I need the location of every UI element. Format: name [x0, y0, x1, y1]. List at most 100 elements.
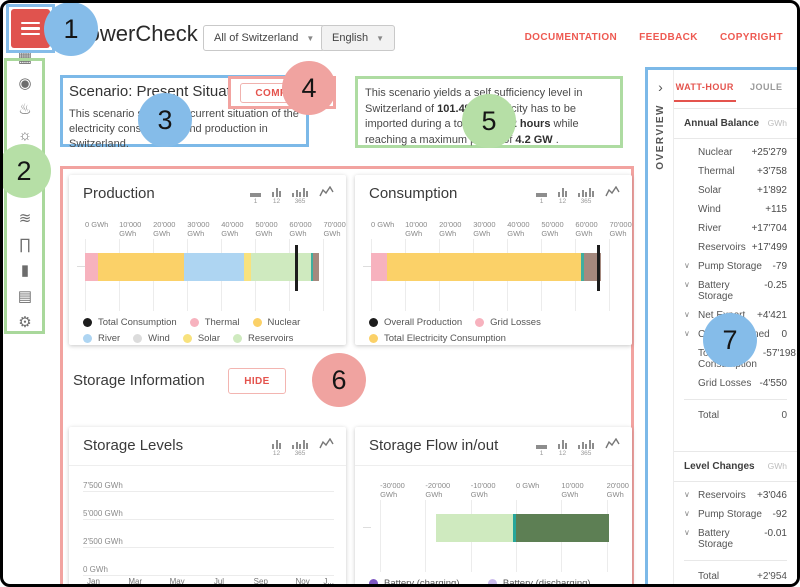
axis-tick-label: 0 GWh: [516, 481, 540, 490]
annotation-circle-3: 3: [138, 93, 192, 147]
section-gap: [684, 431, 787, 445]
scenario-note-icon[interactable]: ▤: [17, 288, 33, 305]
expand-chevron-icon[interactable]: ∨: [684, 261, 690, 270]
axis-gridline: [425, 500, 427, 572]
expand-chevron-icon[interactable]: ∨: [684, 528, 690, 537]
storage-levels-chart: 0 GWh 2'500 GWh 5'000 GWh 7'500 GWh: [83, 480, 334, 576]
river-icon[interactable]: ≋: [18, 210, 32, 227]
documentation-link[interactable]: DOCUMENTATION: [524, 32, 618, 43]
stat-label: Battery Storage: [698, 280, 734, 302]
axis-tick-label: 30'000 GWh: [187, 220, 210, 238]
view-12-icon[interactable]: 12: [272, 440, 281, 457]
axis-tick-label: 0 GWh: [85, 220, 109, 229]
reservoir-dam-icon[interactable]: ∏: [18, 236, 32, 253]
section-title: Annual Balance: [684, 118, 760, 129]
left-sidebar: ▦ ◉ ♨ ☼ ≋ ∏ ▮ ▤ ⚙: [8, 45, 42, 336]
stat-label: Nuclear: [698, 147, 733, 158]
view-365-icon[interactable]: 365: [292, 440, 308, 457]
legend-label: Battery (discharging): [502, 578, 591, 587]
view-365-icon[interactable]: 365: [292, 188, 308, 205]
battery-icon[interactable]: ▮: [20, 262, 30, 279]
view-1-icon[interactable]: 1: [536, 440, 547, 457]
storage-levels-card: Storage Levels 12 365 0 GWh 2'500 GWh 5'000…: [69, 427, 346, 586]
storage-flow-bar: [371, 514, 618, 542]
legend-dot: [369, 334, 378, 343]
view-area-icon[interactable]: [605, 438, 620, 450]
overview-strip: › OVERVIEW: [648, 70, 674, 584]
view-area-icon[interactable]: [319, 438, 334, 450]
legend-label: Total Consumption: [98, 317, 177, 328]
nuclear-icon[interactable]: ◉: [18, 75, 32, 92]
menu-button[interactable]: [11, 9, 50, 48]
axis-tick-label: J...: [323, 577, 334, 586]
axis-gridline: [83, 519, 334, 521]
total-value: +2'954: [757, 571, 787, 582]
axis-tick-label: 70'000 GWh: [609, 220, 632, 238]
legend-label: Grid Losses: [490, 317, 541, 328]
annotation-box-main-charts: [60, 166, 634, 584]
expand-chevron-icon[interactable]: ∨: [684, 329, 690, 338]
tab-joule[interactable]: JOULE: [749, 82, 783, 92]
collapse-panel-icon[interactable]: ›: [658, 79, 663, 95]
stat-value: -0.25: [764, 280, 787, 291]
view-area-icon[interactable]: [319, 186, 334, 198]
production-bar: [85, 253, 332, 281]
axis-tick-label: 20'000 GWh: [606, 481, 629, 499]
axis-tick-label: -30'000 GWh: [380, 481, 405, 499]
annotation-circle-1: 1: [44, 3, 98, 56]
expand-chevron-icon[interactable]: ∨: [684, 280, 690, 289]
legend-item: Battery (charging): [369, 578, 488, 584]
storage-flow-chart: -30'000 GWh -20'000 GWh -10'000 GWh 0 GWh 10…: [363, 481, 629, 572]
axis-tick-label: 20'000 GWh: [439, 220, 462, 238]
expand-chevron-icon[interactable]: ∨: [684, 310, 690, 319]
view-12-icon[interactable]: 12: [558, 188, 567, 205]
bar-segment-reservoirs: [251, 253, 311, 281]
language-select[interactable]: English ▼: [321, 25, 395, 51]
axis-tick-label: Jan: [87, 577, 100, 586]
legend-item: Wind: [133, 333, 170, 344]
stat-value: 0: [781, 329, 787, 340]
axis-tick-label: 20'000 GWh: [153, 220, 176, 238]
solar-sun-icon[interactable]: ☼: [18, 127, 32, 144]
bar-segment-river: [183, 253, 245, 281]
axis-stub: [363, 527, 371, 528]
copyright-link[interactable]: COPYRIGHT: [719, 32, 783, 43]
view-12-icon[interactable]: 12: [558, 440, 567, 457]
factory-icon[interactable]: ▦: [17, 49, 33, 66]
feedback-link[interactable]: FEEDBACK: [639, 32, 698, 43]
stat-row-wind: Wind +115: [684, 200, 787, 219]
consumption-bar: [371, 253, 618, 281]
view-1-icon[interactable]: 1: [250, 188, 261, 205]
view-365-icon[interactable]: 365: [578, 440, 594, 457]
view-area-icon[interactable]: [605, 186, 620, 198]
axis-tick-label: -10'000 GWh: [470, 481, 496, 499]
annotation-circle-5: 5: [462, 94, 516, 148]
thermal-flame-icon[interactable]: ♨: [18, 101, 32, 118]
total-value: 0: [781, 410, 787, 421]
storage-levels-toolbar: 12 365: [272, 437, 334, 457]
legend-label: Reservoirs: [248, 333, 294, 344]
stat-label: Wind: [698, 204, 721, 215]
legend-label: Overall Production: [384, 317, 463, 328]
settings-gear-icon[interactable]: ⚙: [18, 314, 32, 331]
legend-label: Solar: [197, 333, 221, 344]
expand-chevron-icon[interactable]: ∨: [684, 509, 690, 518]
stat-value: -4'550: [759, 378, 788, 389]
expand-chevron-icon[interactable]: ∨: [684, 490, 690, 499]
axis-stub: [77, 266, 85, 267]
view-12-icon[interactable]: 12: [272, 188, 281, 205]
consumption-card: Consumption 1 12 365 0 GWh 10'000 GWh 20'000…: [355, 175, 632, 345]
bar-segment-grid-losses: [371, 253, 387, 281]
legend-dot: [83, 318, 92, 327]
view-1-icon[interactable]: 1: [536, 188, 547, 205]
tab-watt-hour[interactable]: WATT-HOUR: [674, 70, 736, 102]
view-365-icon[interactable]: 365: [578, 188, 594, 205]
legend-item: Thermal: [189, 317, 240, 328]
axis-tick-label: 50'000 GWh: [541, 220, 564, 238]
hide-button[interactable]: HIDE: [228, 368, 286, 394]
axis-tick-label: 40'000 GWh: [507, 220, 530, 238]
axis-tick-label: -20'000 GWh: [425, 481, 451, 499]
stat-row-grid-losses: Grid Losses -4'550: [684, 374, 787, 393]
region-select[interactable]: All of Switzerland ▼: [203, 25, 326, 51]
